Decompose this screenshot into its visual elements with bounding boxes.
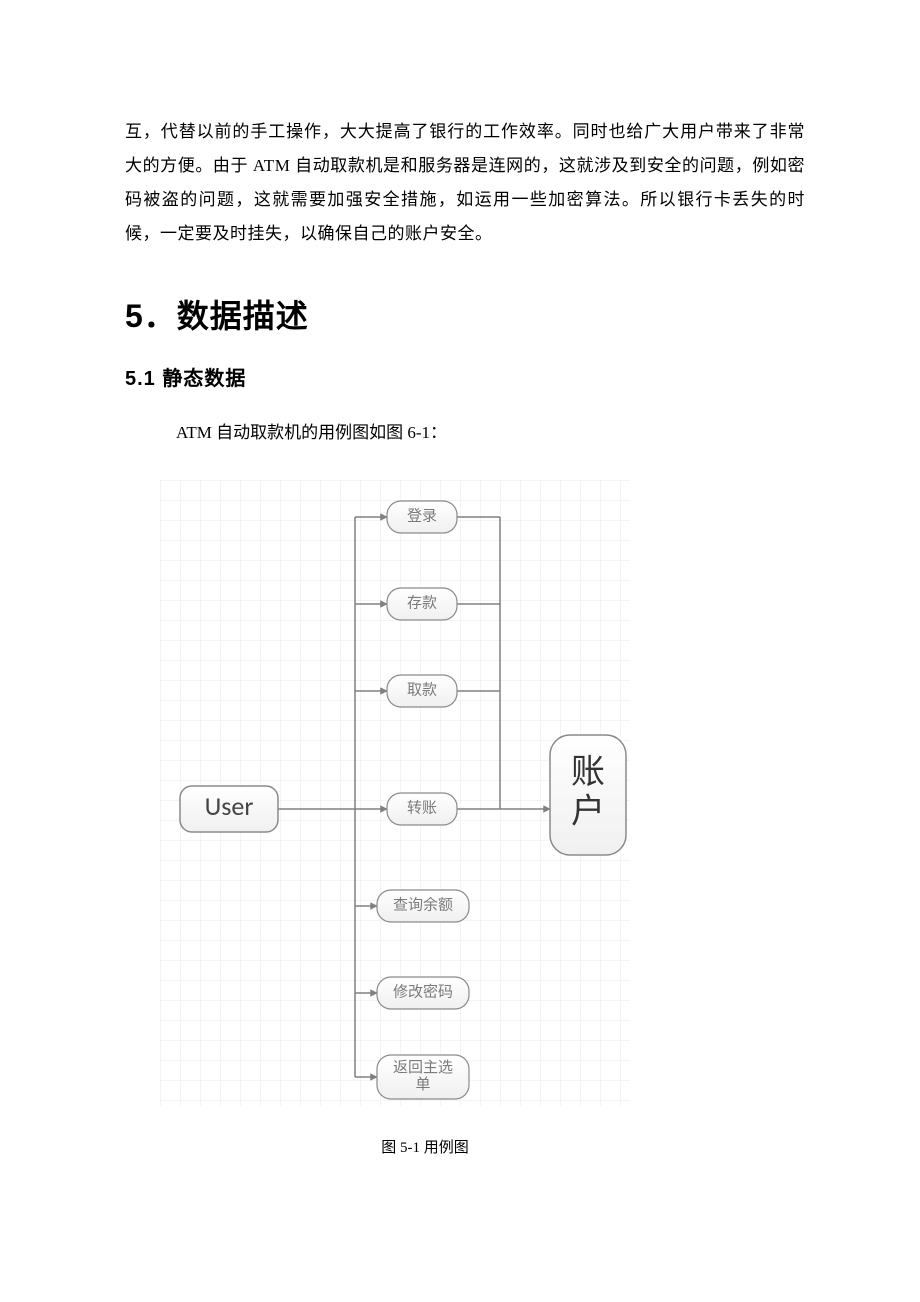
diagram-intro: ATM 自动取款机的用例图如图 6-1：: [125, 416, 805, 450]
svg-text:存款: 存款: [407, 594, 437, 611]
usecase-5: 修改密码: [377, 977, 469, 1009]
svg-text:转账: 转账: [407, 799, 437, 816]
usecase-1: 存款: [387, 588, 457, 620]
usecase-6: 返回主选单: [377, 1055, 469, 1099]
figure-caption: 图 5-1 用例图: [125, 1136, 725, 1157]
svg-text:取款: 取款: [407, 681, 437, 698]
use-case-diagram: User 登录存款取款转账查询余额修改密码返回主选单 账户: [160, 480, 805, 1106]
section-heading-5: 5．数据描述: [125, 291, 805, 337]
svg-text:单: 单: [415, 1076, 430, 1093]
diagram-svg: User 登录存款取款转账查询余额修改密码返回主选单 账户: [160, 480, 630, 1106]
svg-text:User: User: [205, 790, 254, 822]
svg-text:返回主选: 返回主选: [393, 1059, 453, 1076]
body-paragraph: 互，代替以前的手工操作，大大提高了银行的工作效率。同时也给广大用户带来了非常大的…: [125, 115, 805, 251]
svg-text:登录: 登录: [407, 507, 437, 524]
svg-text:修改密码: 修改密码: [393, 983, 453, 1000]
usecase-0: 登录: [387, 501, 457, 533]
svg-text:账: 账: [571, 754, 605, 791]
svg-text:户: 户: [571, 792, 605, 830]
usecase-2: 取款: [387, 675, 457, 707]
usecase-4: 查询余额: [377, 890, 469, 922]
subsection-heading-5-1: 5.1 静态数据: [125, 362, 805, 391]
entity-account: 账户: [550, 735, 626, 855]
svg-text:查询余额: 查询余额: [393, 895, 453, 913]
usecase-3: 转账: [387, 793, 457, 825]
actor-user: User: [180, 786, 278, 832]
